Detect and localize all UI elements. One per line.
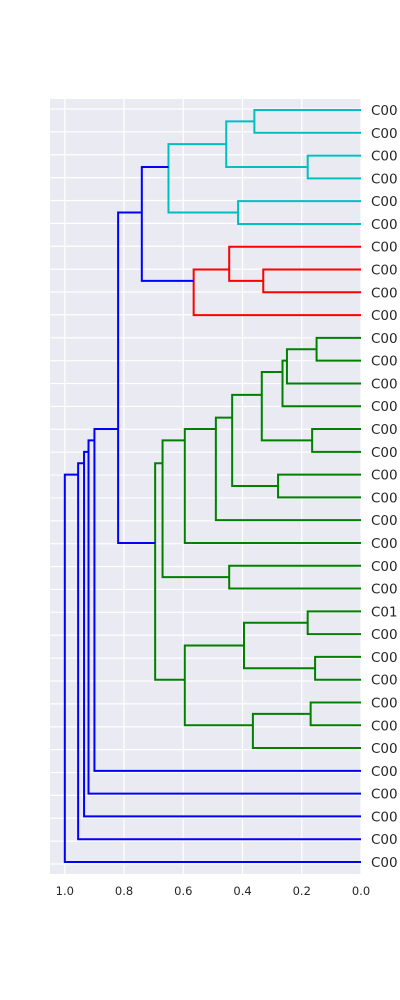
dendrogram-link [309,701,361,727]
dendrogram-link [277,473,361,499]
leaf-label: C00 [371,376,398,392]
dendrogram-link [306,154,361,180]
leaf-label: C00 [371,149,398,165]
leaf-label: C00 [371,490,398,506]
leaf-label: C00 [371,171,398,187]
dendrogram-link [214,416,361,522]
leaf-label: C00 [371,263,398,279]
dendrogram-link [237,200,361,225]
dendrogram-link [311,428,361,453]
dendrogram-links [63,109,361,863]
leaf-label: C00 [371,650,398,666]
dendrogram-link [192,268,361,317]
leaf-label: C00 [371,559,398,575]
leaf-label: C00 [371,194,398,210]
leaf-label: C00 [371,513,398,529]
dendrogram-link [140,165,194,282]
dendrogram-link [285,348,361,385]
dendrogram-link [87,439,361,795]
leaf-label: C00 [371,627,398,643]
dendrogram-link [306,610,361,636]
leaf-label: C00 [371,445,398,461]
dendrogram-link [117,211,156,544]
dendrogram-link [183,644,253,727]
leaf-label: C00 [371,399,398,415]
leaf-label: C00 [371,308,398,324]
dendrogram-link [83,450,361,818]
dendrogram-link [167,143,239,214]
dendrogram-link [228,245,361,282]
leaf-label: C00 [371,695,398,711]
leaf-labels: C00 C00 C00 C00 C00 C00 C00 C00 C00 C00 C00 C00 C00 C… [371,103,398,871]
dendrogram-link [260,371,313,442]
leaf-label: C00 [371,354,398,370]
leaf-label: C00 [371,787,398,803]
dendrogram-link [161,439,230,579]
dendrogram-link [251,712,361,750]
leaf-label: C00 [371,764,398,780]
dendrogram-link [77,462,361,841]
x-tick-label: 0.4 [233,884,251,898]
leaf-label: C00 [371,741,398,757]
dendrogram-link [154,462,185,681]
leaf-label: C00 [371,468,398,484]
leaf-label: C00 [371,126,398,142]
leaf-label: C00 [371,285,398,301]
leaf-label: C00 [371,673,398,689]
dendrogram-link [231,393,279,487]
dendrogram-link [63,473,361,863]
x-tick-label: 0.6 [174,884,192,898]
leaf-label: C00 [371,331,398,347]
leaf-label: C00 [371,240,398,256]
leaf-label: C00 [371,832,398,848]
leaf-label: C00 [371,582,398,598]
leaf-label: C00 [371,103,398,119]
dendrogram-link [281,359,361,408]
leaf-label: C00 [371,855,398,871]
x-tick-label: 0.0 [352,884,370,898]
dendrogram-link [243,621,316,670]
plot-background [50,99,361,874]
dendrogram-link [183,428,361,544]
x-tick-label: 1.0 [56,884,74,898]
leaf-label: C00 [371,217,398,233]
x-tick-label: 0.8 [115,884,133,898]
leaf-label: C00 [371,809,398,825]
leaf-label: C00 [371,536,398,552]
x-axis-ticks: 1.0 0.8 0.6 0.4 0.2 0.0 [56,884,370,898]
leaf-label: C00 [371,422,398,438]
x-tick-label: 0.2 [293,884,311,898]
leaf-label: C00 [371,718,398,734]
dendrogram-link [93,428,361,772]
leaf-label: C01 [371,604,398,620]
